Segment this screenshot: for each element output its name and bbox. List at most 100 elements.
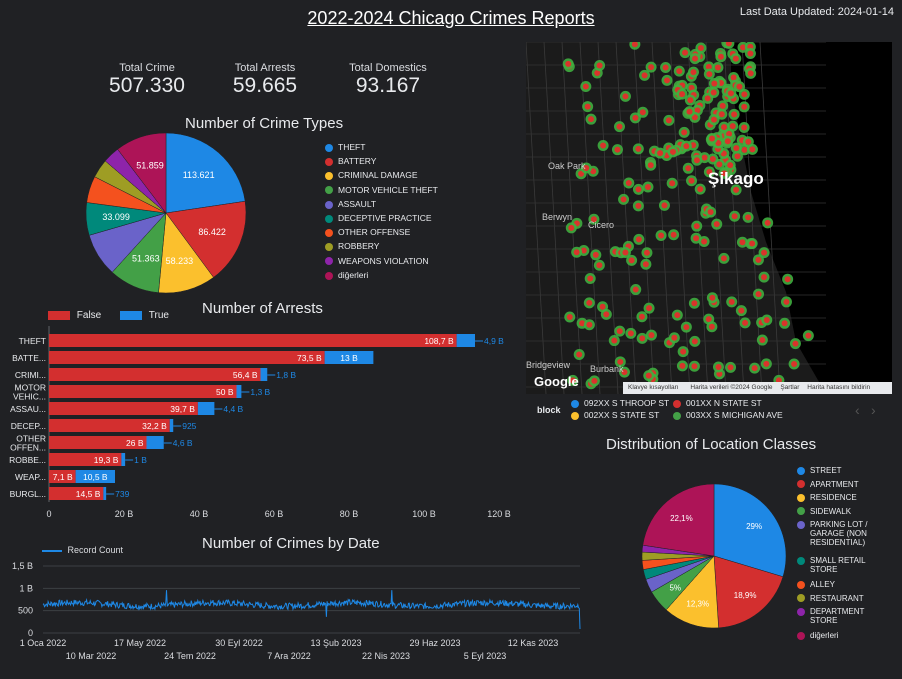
crime-types-pie[interactable]: 113.621 86.422 58.233 51.363 33.099 51.859: [80, 128, 260, 298]
legend-dot: [325, 257, 333, 266]
legend-label: RESIDENCE: [810, 493, 857, 502]
legend-item-motor-vehicle-theft[interactable]: MOTOR VEHICLE THEFT: [325, 185, 438, 195]
bar-false-crimi[interactable]: [49, 368, 261, 381]
bar-true-theft[interactable]: [456, 334, 475, 347]
bar-true-weap[interactable]: [75, 470, 115, 483]
crimes-line-chart[interactable]: 0 500 1 B 1,5 B 1 Oca 2022 17 May 2022 30 Eyl …: [0, 556, 590, 666]
pie-slice-theft[interactable]: [165, 132, 246, 214]
legend-item-battery[interactable]: BATTERY: [325, 156, 376, 166]
legend-item-residence[interactable]: RESIDENCE: [797, 493, 857, 502]
legend-item-deceptive-practice[interactable]: DECEPTIVE PRACTICE: [325, 213, 432, 223]
heat-point-inner: [792, 340, 799, 347]
legend-item-other-offense[interactable]: OTHER OFFENSE: [325, 227, 410, 237]
bar-true-assau[interactable]: [197, 402, 215, 415]
legend-item-alley[interactable]: ALLEY: [797, 580, 835, 589]
heat-point-inner: [715, 139, 722, 146]
legend-dot: [325, 200, 333, 209]
pie-slice-di-erleri[interactable]: [642, 483, 715, 557]
legend-item-theft[interactable]: THEFT: [325, 142, 365, 152]
bar-true-robbe[interactable]: [121, 453, 126, 466]
pie-slice-battery[interactable]: [165, 200, 247, 278]
map-label-berwyn: Berwyn: [542, 212, 573, 222]
legend-item-sidewalk[interactable]: SIDEWALK: [797, 507, 851, 516]
map-canvas[interactable]: [526, 42, 892, 394]
legend-item-street[interactable]: STREET: [797, 466, 842, 475]
bar-false-batte[interactable]: [49, 351, 325, 364]
legend-item-small-retail-store[interactable]: SMALL RETAIL STORE: [797, 556, 866, 574]
map-legend-item-002xx-s-state-st[interactable]: 002XX S STATE ST: [571, 410, 659, 420]
legend-item-department-store[interactable]: DEPARTMENT STORE: [797, 607, 864, 625]
legend-item-weapons-violation[interactable]: WEAPONS VIOLATION: [325, 256, 429, 266]
y-category-label: DECEP...: [11, 421, 46, 431]
pie-slice-street[interactable]: [713, 483, 787, 578]
heat-point-inner: [728, 298, 735, 305]
crime-heatmap-map[interactable]: Oak Park Şikago Berwyn Cicero Bridgeview…: [526, 42, 892, 394]
legend-item-robbery[interactable]: ROBBERY: [325, 241, 379, 251]
pie-slice-label: 22,1%: [670, 514, 693, 523]
bar-false-label: 7,1 B: [53, 472, 73, 482]
location-classes-pie[interactable]: 29% 18,9% 12,3% 5% 22,1%: [630, 472, 805, 632]
bar-false-label: 14,5 B: [76, 489, 101, 499]
heat-point-inner: [763, 316, 770, 323]
heat-point-inner: [716, 161, 723, 168]
bar-true-motor-vehic[interactable]: [236, 385, 242, 398]
bar-false-theft[interactable]: [49, 334, 457, 347]
map-label-chicago: Şikago: [708, 169, 764, 188]
heat-point-inner: [627, 330, 634, 337]
bar-false-robbe[interactable]: [49, 453, 122, 466]
kpi-value: 59.665: [232, 74, 298, 97]
pie-slice-residence[interactable]: [665, 555, 719, 629]
bar-true-burgl[interactable]: [103, 487, 107, 500]
bar-true-other-offen[interactable]: [146, 436, 164, 449]
heat-point-inner: [731, 111, 738, 118]
legend-item-criminal-damage[interactable]: CRIMINAL DAMAGE: [325, 170, 418, 180]
bar-true-decep[interactable]: [169, 419, 174, 432]
heat-point-inner: [721, 170, 728, 177]
map-label-oak-park: Oak Park: [548, 161, 586, 171]
legend-item-apartment[interactable]: APARTMENT: [797, 480, 859, 489]
heat-point-inner: [596, 262, 603, 269]
pie-slice-apartment[interactable]: [713, 555, 784, 629]
terms-link[interactable]: Şartlar: [780, 384, 800, 391]
pie-slice-label: 86.422: [198, 227, 226, 237]
y-category-label: BURGL...: [10, 489, 46, 499]
heat-point-inner: [599, 303, 606, 310]
legend-label-record-count: Record Count: [67, 545, 124, 555]
legend-item-restaurant[interactable]: RESTAURANT: [797, 594, 864, 603]
heat-point-inner: [679, 91, 686, 98]
bar-false-motor-vehic[interactable]: [49, 385, 237, 398]
pie-slice-di-erleri[interactable]: [117, 132, 167, 214]
heat-point-inner: [755, 256, 762, 263]
record-count-line[interactable]: [42, 590, 581, 630]
legend-prev-icon[interactable]: ‹: [855, 402, 860, 418]
bar-false-assau[interactable]: [49, 402, 198, 415]
legend-item-di-erleri[interactable]: diğerleri: [797, 631, 838, 640]
report-error-link[interactable]: Harita hatasını bildirin: [807, 384, 871, 391]
legend-item-assault[interactable]: ASSAULT: [325, 199, 376, 209]
bar-false-burgl[interactable]: [49, 487, 104, 500]
map-legend-item-001xx-n-state-st[interactable]: 001XX N STATE ST: [673, 398, 762, 408]
y-category-label: WEAP...: [15, 472, 46, 482]
heat-point-inner: [693, 235, 700, 242]
legend-next-icon[interactable]: ›: [871, 402, 876, 418]
bar-true-batte[interactable]: [324, 351, 374, 364]
map-legend-item-092xx-s-throop-st[interactable]: 092XX S THROOP ST: [571, 398, 669, 408]
arrests-bar-chart[interactable]: 0 20 B 40 B 60 B 80 B 100 B 120 B THEFT 108,7 B 4…: [0, 326, 520, 526]
legend-item-di-erleri[interactable]: diğerleri: [325, 270, 368, 280]
heat-point-inner: [685, 165, 692, 172]
bar-false-weap[interactable]: [49, 470, 76, 483]
keyboard-shortcuts-link[interactable]: Klavye kısayolları: [628, 384, 679, 391]
heat-point-inner: [616, 328, 623, 335]
bar-false-decep[interactable]: [49, 419, 170, 432]
heat-point-inner: [662, 64, 669, 71]
legend-item-parking-lot-garage-non-residential[interactable]: PARKING LOT / GARAGE (NON RESIDENTIAL): [797, 520, 868, 547]
bar-false-other-offen[interactable]: [49, 436, 147, 449]
map-legend-item-003xx-s-michigan-ave[interactable]: 003XX S MICHIGAN AVE: [673, 410, 783, 420]
y-category-label: CRIMI...: [15, 370, 46, 380]
heat-point-inner: [657, 150, 664, 157]
bar-false-label: 39,7 B: [170, 404, 195, 414]
y-category-label: ASSAU...: [10, 404, 46, 414]
heat-point-inner: [751, 365, 758, 372]
bar-true-crimi[interactable]: [260, 368, 268, 381]
heat-point-inner: [726, 130, 733, 137]
